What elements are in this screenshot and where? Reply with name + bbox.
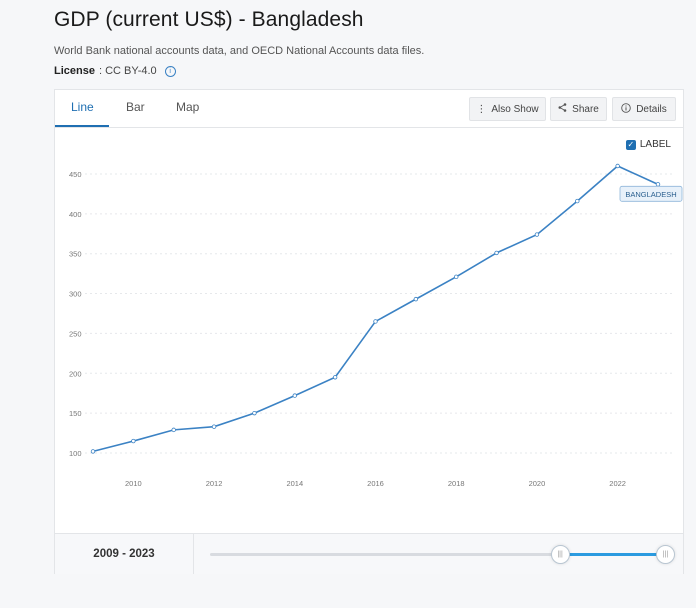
y-tick-label: 450	[69, 170, 82, 179]
x-tick-label: 2020	[529, 479, 546, 488]
info-icon[interactable]: i	[164, 65, 176, 77]
page-title: GDP (current US$) - Bangladesh	[54, 8, 364, 31]
x-tick-label: 2014	[286, 479, 303, 488]
share-label: Share	[572, 103, 599, 115]
dataset-description: World Bank national accounts data, and O…	[54, 45, 425, 57]
series-label: BANGLADESH	[625, 190, 676, 199]
share-icon	[558, 103, 567, 115]
y-tick-label: 100	[69, 449, 82, 458]
line-chart: 100 150 200 250 300 350 400 450 2010 2012 2014 2016…	[69, 163, 683, 488]
details-button[interactable]: Details	[612, 97, 676, 121]
chart-footer: 2009 - 2023 ||| |||	[55, 533, 683, 574]
data-point	[534, 232, 540, 237]
y-tick-label: 350	[69, 250, 82, 259]
x-tick-label: 2016	[367, 479, 384, 488]
data-point	[575, 198, 580, 204]
also-show-button[interactable]: ⋮ Also Show	[469, 97, 546, 121]
slider-end-handle[interactable]: |||	[656, 545, 675, 564]
checkbox-checked-icon[interactable]: ✓	[625, 139, 636, 150]
data-point	[413, 296, 419, 302]
tab-bar[interactable]: Bar	[126, 100, 145, 114]
data-point	[494, 250, 499, 256]
y-tick-label: 250	[69, 329, 82, 338]
year-slider-track[interactable]	[210, 553, 670, 556]
x-tick-label: 2010	[125, 479, 142, 488]
data-point	[373, 319, 378, 324]
share-button[interactable]: Share	[550, 97, 607, 121]
x-tick-label: 2012	[206, 479, 223, 488]
data-point	[655, 182, 661, 187]
data-point	[90, 449, 96, 454]
x-tick-label: 2022	[609, 479, 626, 488]
data-point	[171, 427, 176, 433]
label-toggle-text: LABEL	[639, 139, 671, 150]
year-slider-fill	[559, 553, 670, 556]
data-point	[252, 410, 257, 416]
details-label: Details	[636, 103, 667, 115]
data-point	[131, 438, 136, 444]
series-line	[92, 165, 659, 453]
y-tick-label: 150	[69, 409, 82, 418]
data-point	[211, 424, 217, 429]
y-tick-label: 300	[69, 290, 82, 299]
y-tick-label: 200	[69, 369, 82, 378]
year-range: 2009 - 2023	[55, 534, 194, 574]
label-toggle[interactable]: ✓ LABEL	[625, 139, 671, 150]
slider-start-handle[interactable]: |||	[550, 545, 570, 564]
also-show-label: Also Show	[491, 103, 539, 115]
data-point	[454, 274, 459, 280]
data-point	[615, 163, 620, 169]
active-tab-indicator	[55, 125, 109, 127]
license-line: License : CC BY-4.0 i	[54, 65, 176, 77]
chart-card: Line Bar Map ⋮ Also Show Share Details ✓…	[54, 89, 684, 574]
info-circle-icon	[621, 102, 631, 116]
license-label: License	[54, 65, 95, 77]
tab-line[interactable]: Line	[71, 100, 94, 114]
license-value: : CC BY-4.0	[98, 65, 157, 77]
data-point	[292, 393, 297, 398]
data-point	[332, 375, 338, 380]
chart-tabs: Line Bar Map ⋮ Also Show Share Details	[55, 90, 683, 128]
series-label-box	[619, 185, 683, 202]
vertical-dots-icon: ⋮	[476, 103, 487, 115]
y-tick-label: 400	[69, 210, 82, 219]
tab-map[interactable]: Map	[176, 100, 200, 114]
x-tick-label: 2018	[448, 479, 465, 488]
